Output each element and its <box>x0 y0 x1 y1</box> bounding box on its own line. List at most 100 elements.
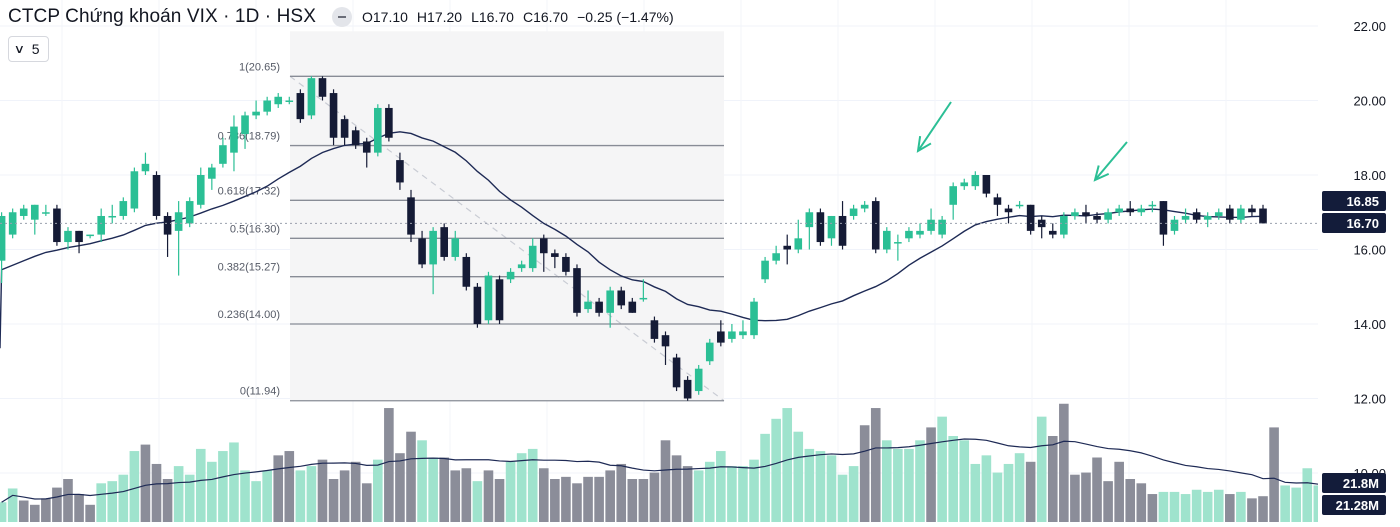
volume-bar <box>162 479 173 522</box>
candle <box>8 208 17 239</box>
candle-body <box>396 160 404 183</box>
price-ma-line <box>0 131 1264 349</box>
price-axis-tick-label: 14.00 <box>1353 317 1386 332</box>
candle <box>0 212 6 284</box>
fib-level-label: 0.236(14.00) <box>218 309 280 321</box>
candle <box>263 96 271 116</box>
candle <box>539 234 548 272</box>
candle-body <box>1126 208 1135 213</box>
candle-body <box>97 215 105 235</box>
candle <box>871 197 880 254</box>
candle-body <box>407 197 415 235</box>
volume-bar <box>804 448 815 522</box>
candle <box>838 201 847 250</box>
candle <box>385 104 393 142</box>
candle <box>750 297 758 339</box>
candle <box>495 275 504 324</box>
indicator-toggle-button[interactable]: ∨ 5 <box>8 36 49 62</box>
candle <box>905 227 913 243</box>
minus-icon[interactable] <box>331 7 352 27</box>
candle-body <box>8 212 17 235</box>
candle-body <box>1159 201 1168 235</box>
candle-body <box>650 320 659 339</box>
symbol-title[interactable]: CTCP Chứng khoán VIX · 1D · HSX <box>8 6 316 27</box>
candle-body <box>1226 208 1234 220</box>
candle <box>208 163 216 190</box>
volume-bar <box>793 431 804 522</box>
candle-body <box>1192 212 1201 220</box>
volume-bar <box>505 461 516 522</box>
volume-bar <box>1059 403 1069 522</box>
volume-tag-text: 21.28M <box>1336 498 1379 513</box>
fib-zone-background <box>290 31 724 401</box>
candle <box>794 219 803 254</box>
candle <box>196 167 205 209</box>
volume-bar <box>970 463 981 522</box>
price-tag-text: 16.70 <box>1346 216 1379 231</box>
volume-bar <box>1092 457 1102 522</box>
volume-bar <box>1147 494 1158 522</box>
candle-body <box>329 93 338 138</box>
candle <box>1137 204 1146 216</box>
annotation-arrows[interactable] <box>916 101 1128 182</box>
candle-body <box>141 163 150 172</box>
volume-bars <box>0 403 1390 522</box>
volume-bar <box>1169 491 1180 522</box>
volume-bar <box>1258 496 1268 522</box>
candle <box>1071 208 1079 220</box>
volume-bar <box>251 481 261 522</box>
volume-bar <box>1225 494 1235 522</box>
volume-bar <box>284 451 295 522</box>
volume-bar <box>904 448 914 522</box>
volume-bar <box>837 474 848 522</box>
candle <box>672 353 681 392</box>
candle-body <box>860 204 869 209</box>
fib-level-label: 0.5(16.30) <box>230 223 280 235</box>
volume-bar <box>1136 483 1147 522</box>
candle-body <box>1104 212 1112 220</box>
candle-body <box>484 275 493 321</box>
volume-bar <box>195 448 206 522</box>
ohlc-high: H17.20 <box>416 9 463 25</box>
candle-body <box>528 245 537 269</box>
candle <box>329 89 338 146</box>
candle <box>53 204 61 246</box>
price-tag: 16.85 <box>1322 191 1386 211</box>
candle-body <box>119 201 128 216</box>
volume-bar <box>273 455 284 522</box>
candle-body <box>75 230 83 243</box>
volume-tag-background <box>1322 495 1386 515</box>
candle-body <box>849 208 858 216</box>
candle <box>528 238 537 272</box>
fibonacci-retracement[interactable]: 1(20.65)0.786(18.79)0.618(17.32)0.5(16.3… <box>218 31 725 402</box>
candle <box>683 376 692 401</box>
candle <box>451 230 460 261</box>
candle-body <box>683 379 692 399</box>
candle <box>1060 212 1068 239</box>
volume-bar <box>1003 463 1014 522</box>
candle <box>1093 212 1101 224</box>
candle-body <box>152 175 161 216</box>
volume-bar <box>516 453 527 522</box>
volume-bar <box>1025 461 1036 522</box>
candle-body <box>53 208 61 243</box>
candle-body <box>429 230 437 265</box>
candle <box>506 268 515 284</box>
candle-body <box>517 264 526 269</box>
candle-body <box>838 215 847 246</box>
chart-header: CTCP Chứng khoán VIX · 1D · HSX O17.10 H… <box>8 6 674 28</box>
candle-body <box>296 93 305 120</box>
candle-body <box>1170 219 1179 231</box>
chevron-down-icon: ∨ <box>13 42 26 56</box>
candle-body <box>551 253 559 257</box>
volume-bar <box>981 455 992 522</box>
candle <box>374 104 382 157</box>
candle <box>64 227 72 250</box>
volume-bar <box>306 466 317 522</box>
candle <box>285 96 294 105</box>
candle-body <box>263 100 271 112</box>
volume-tag: 21.8M <box>1322 473 1386 493</box>
